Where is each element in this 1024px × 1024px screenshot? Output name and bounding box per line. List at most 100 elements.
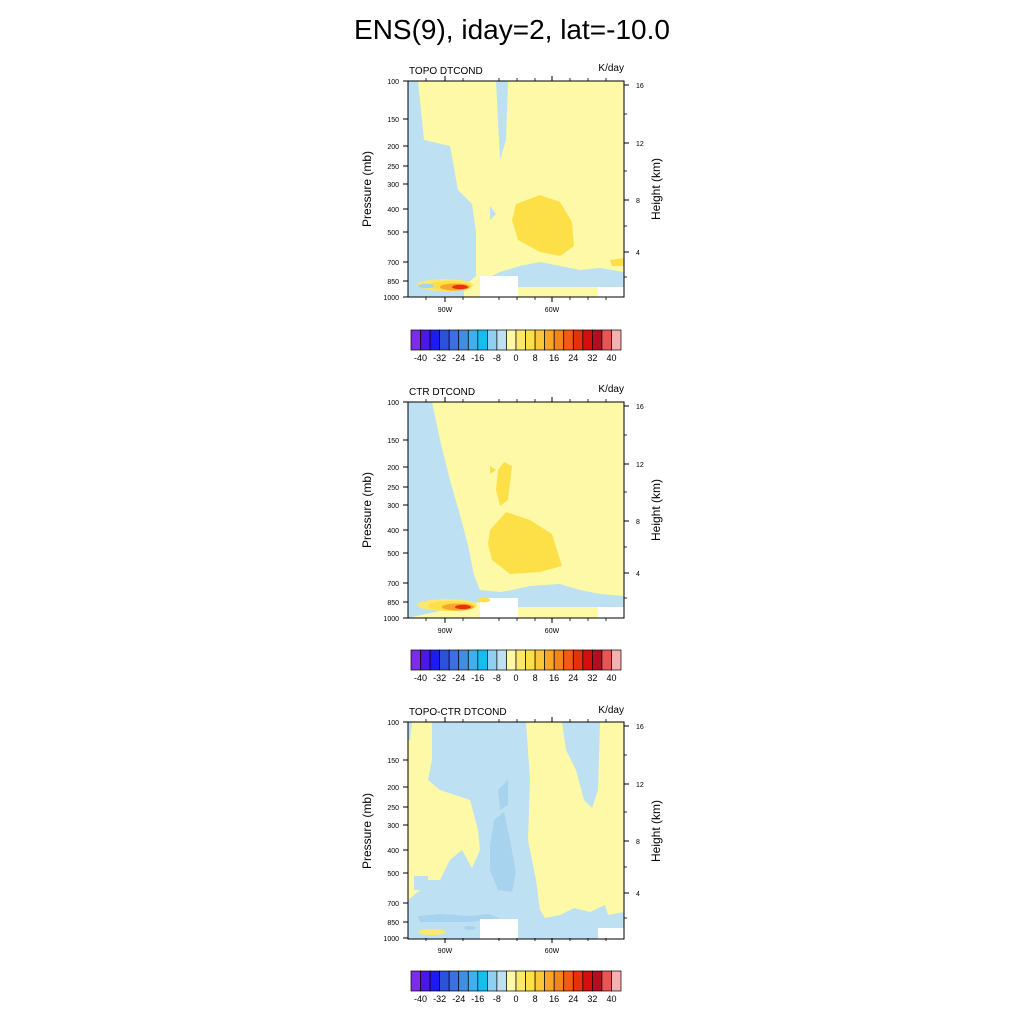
colorbar-swatch <box>439 649 450 671</box>
colorbar-swatch <box>592 970 603 992</box>
colorbar-label: -40 <box>414 994 427 1004</box>
colorbar-swatch <box>553 970 565 992</box>
colorbar-swatch <box>420 970 431 992</box>
colorbar-label: 24 <box>568 353 578 363</box>
colorbar-label: -24 <box>452 353 465 363</box>
pressure-tick-label: 400 <box>387 528 399 535</box>
pressure-tick-label: 850 <box>387 279 399 286</box>
colorbar-swatch <box>611 649 622 671</box>
colorbar-label: -8 <box>493 673 501 683</box>
colorbar-swatch <box>506 649 517 671</box>
colorbar-swatch <box>544 329 555 351</box>
colorbar-label: 8 <box>533 353 538 363</box>
colorbar-swatch <box>487 649 498 671</box>
colorbar-swatch <box>563 649 574 671</box>
colorbar-swatch <box>534 329 545 351</box>
pressure-tick-label: 200 <box>387 785 399 792</box>
colorbar-label: -16 <box>471 673 484 683</box>
colorbar-swatch <box>534 649 545 671</box>
height-tick-label: 12 <box>636 462 644 469</box>
colorbar-swatch <box>477 970 488 992</box>
colorbar-label: 0 <box>513 673 518 683</box>
colorbar-swatch <box>553 329 565 351</box>
pressure-tick-label: 250 <box>387 805 399 812</box>
colorbar-swatch <box>429 649 440 671</box>
height-tick-label: 4 <box>636 571 640 578</box>
colorbar-label: 0 <box>513 353 518 363</box>
plot-frame <box>407 80 625 298</box>
colorbar-swatch <box>496 649 507 671</box>
colorbar-swatch <box>439 329 450 351</box>
colorbar-label: 32 <box>587 673 597 683</box>
colorbar-swatch <box>572 649 584 671</box>
height-tick-label: 16 <box>636 83 644 90</box>
x-tick-label: 90W <box>438 628 453 635</box>
colorbar-label: -32 <box>433 353 446 363</box>
colorbar-label: -16 <box>471 353 484 363</box>
colorbar-label: 40 <box>606 353 616 363</box>
pressure-tick-label: 850 <box>387 600 399 607</box>
colorbar-swatch <box>487 329 498 351</box>
colorbar-swatch <box>525 329 536 351</box>
colorbar-swatch <box>582 970 593 992</box>
colorbar-swatch <box>506 329 517 351</box>
colorbar-label: -8 <box>493 994 501 1004</box>
y2-axis-label: Height (km) <box>649 800 663 862</box>
colorbar-label: -40 <box>414 673 427 683</box>
colorbar-swatch <box>410 329 421 351</box>
pressure-tick-label: 1000 <box>383 616 399 623</box>
pressure-tick-label: 500 <box>387 551 399 558</box>
pressure-tick-label: 400 <box>387 848 399 855</box>
panel-ctr: CTR DTCOND K/day Pressure (mb) Height (k… <box>360 384 663 683</box>
colorbar-swatch <box>515 329 526 351</box>
pressure-tick-label: 250 <box>387 164 399 171</box>
colorbar-swatch <box>420 329 431 351</box>
colorbar-swatch <box>515 970 526 992</box>
colorbar-swatch <box>572 970 584 992</box>
colorbar-label: 16 <box>549 994 559 1004</box>
x-tick-label: 60W <box>545 948 560 955</box>
colorbar-swatch <box>458 649 469 671</box>
colorbar-swatch <box>496 329 507 351</box>
colorbar-swatch <box>592 329 603 351</box>
colorbar-swatch <box>467 970 479 992</box>
colorbar-label: 24 <box>568 994 578 1004</box>
y2-axis-label: Height (km) <box>649 158 663 220</box>
height-tick-label: 16 <box>636 404 644 411</box>
colorbar-label: -24 <box>452 673 465 683</box>
pressure-tick-label: 200 <box>387 144 399 151</box>
height-tick-label: 8 <box>636 839 640 846</box>
x-tick-label: 60W <box>545 307 560 314</box>
height-tick-label: 4 <box>636 250 640 257</box>
colorbar-label: 0 <box>513 994 518 1004</box>
colorbar-label: 32 <box>587 353 597 363</box>
height-tick-label: 12 <box>636 141 644 148</box>
colorbar-swatch <box>420 649 431 671</box>
units-label: K/day <box>598 705 624 716</box>
colorbar-swatch <box>525 649 536 671</box>
colorbar-swatch <box>572 329 584 351</box>
pressure-tick-label: 700 <box>387 260 399 267</box>
colorbar-swatch <box>448 970 460 992</box>
contour-field <box>408 402 624 618</box>
colorbar-swatch <box>592 649 603 671</box>
colorbar-label: 40 <box>606 994 616 1004</box>
colorbar-label: -8 <box>493 353 501 363</box>
pressure-tick-label: 500 <box>387 871 399 878</box>
colorbar-label: -32 <box>433 994 446 1004</box>
colorbar-swatch <box>477 649 488 671</box>
pressure-tick-label: 100 <box>387 79 399 86</box>
pressure-tick-label: 100 <box>387 400 399 407</box>
pressure-tick-label: 150 <box>387 758 399 765</box>
colorbar-swatch <box>448 649 460 671</box>
x-tick-label: 90W <box>438 307 453 314</box>
plot-frame <box>407 401 625 619</box>
y-axis-label: Pressure (mb) <box>360 151 374 227</box>
colorbar-swatch <box>506 970 517 992</box>
colorbar-label: -16 <box>471 994 484 1004</box>
colorbar-label: -40 <box>414 353 427 363</box>
colorbar-swatch <box>601 970 612 992</box>
pressure-tick-label: 200 <box>387 465 399 472</box>
pressure-tick-label: 700 <box>387 581 399 588</box>
